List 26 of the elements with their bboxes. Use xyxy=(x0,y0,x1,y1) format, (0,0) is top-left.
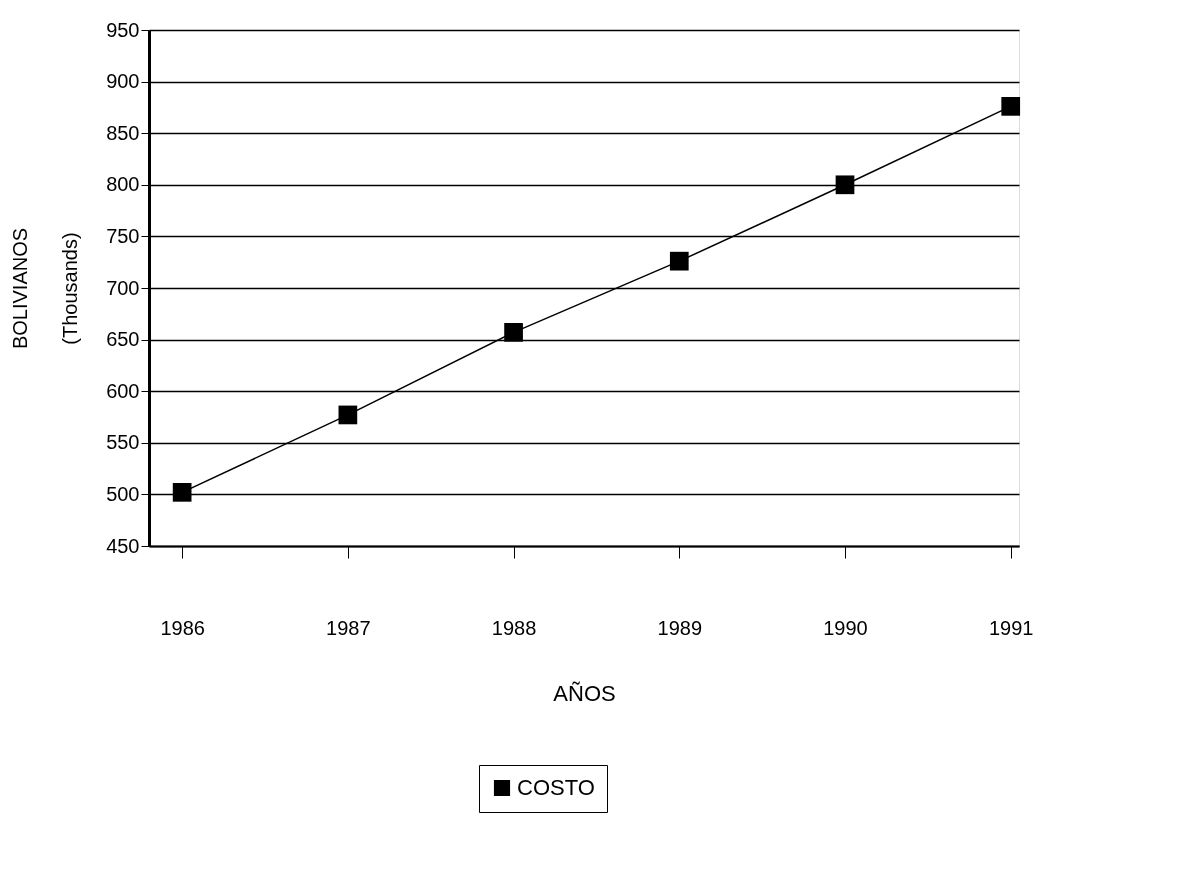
y-tick-label: 550 xyxy=(106,431,140,454)
y-tick-label: 850 xyxy=(106,121,140,144)
y-tick-label: 650 xyxy=(106,328,140,351)
point xyxy=(172,482,192,502)
legend-label: COSTO xyxy=(517,775,595,800)
x-tick-label: 1990 xyxy=(823,616,868,639)
point xyxy=(504,323,523,342)
text: BOLIVIANOS (Thousands) xyxy=(9,227,82,350)
y-tick-label: 600 xyxy=(106,379,140,402)
point xyxy=(338,405,358,425)
y-tick-label: 750 xyxy=(106,224,140,247)
x-tick-label: 1987 xyxy=(326,616,371,639)
point xyxy=(1001,97,1021,116)
x-tick-label: 1986 xyxy=(160,616,205,639)
x-tick-label: 1991 xyxy=(988,616,1034,639)
y-tick-label: 950 xyxy=(106,18,140,41)
point xyxy=(835,175,855,195)
point xyxy=(669,251,689,271)
y-tick-label: 900 xyxy=(106,70,140,93)
x-axis-title: AÑOS xyxy=(553,680,616,706)
y-tick-label: 450 xyxy=(106,534,140,557)
y-tick-label: 700 xyxy=(106,276,140,299)
y-tick-label: 500 xyxy=(106,482,140,505)
x-tick-label: 1989 xyxy=(657,616,703,639)
x-tick-label: 1988 xyxy=(491,616,537,639)
y-tick-label: 800 xyxy=(106,173,140,196)
